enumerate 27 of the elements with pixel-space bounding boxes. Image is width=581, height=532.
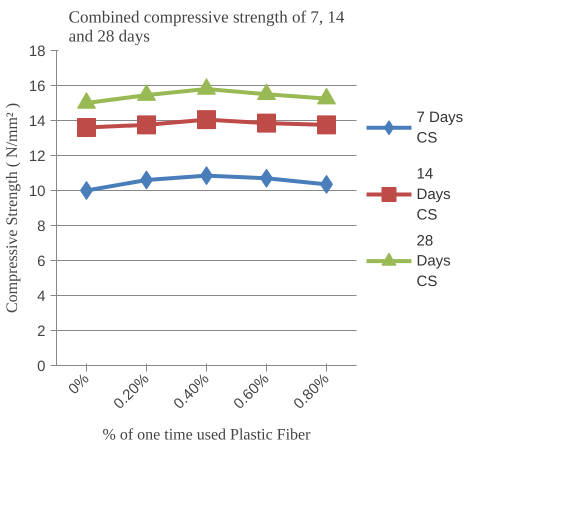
y-tick-label: 10 [28,183,46,200]
point [197,110,216,130]
y-tick-label: 12 [28,148,46,165]
point [77,118,96,137]
legend-label: 7 Days CS [416,109,464,146]
y-tick-label: 6 [37,253,46,270]
point [197,78,216,95]
y-tick-label: 14 [28,113,46,130]
y-tick-label: 0 [37,358,46,375]
x-axis-title: % of one time used Plastic Fiber [102,426,312,444]
y-tick-label: 18 [28,43,46,60]
point [317,88,336,104]
point [137,84,156,101]
y-tick-label: 2 [37,323,46,340]
legend-label: 28 Days CS [416,232,451,290]
chart-title: Combined compressive strength of 7, 14 and 28 days [68,8,345,46]
legend-label: 14 Days CS [416,166,451,224]
y-tick-label: 8 [37,218,46,235]
point [77,92,96,109]
y-tick-label: 16 [28,78,46,95]
point [257,114,276,133]
point [317,115,336,134]
point [137,115,156,134]
point [257,83,276,100]
y-axis-title: Compressive Strength ( N/mm² ) [4,102,21,314]
y-tick-label: 4 [37,288,46,305]
x-tick-label: 0% [65,370,93,398]
